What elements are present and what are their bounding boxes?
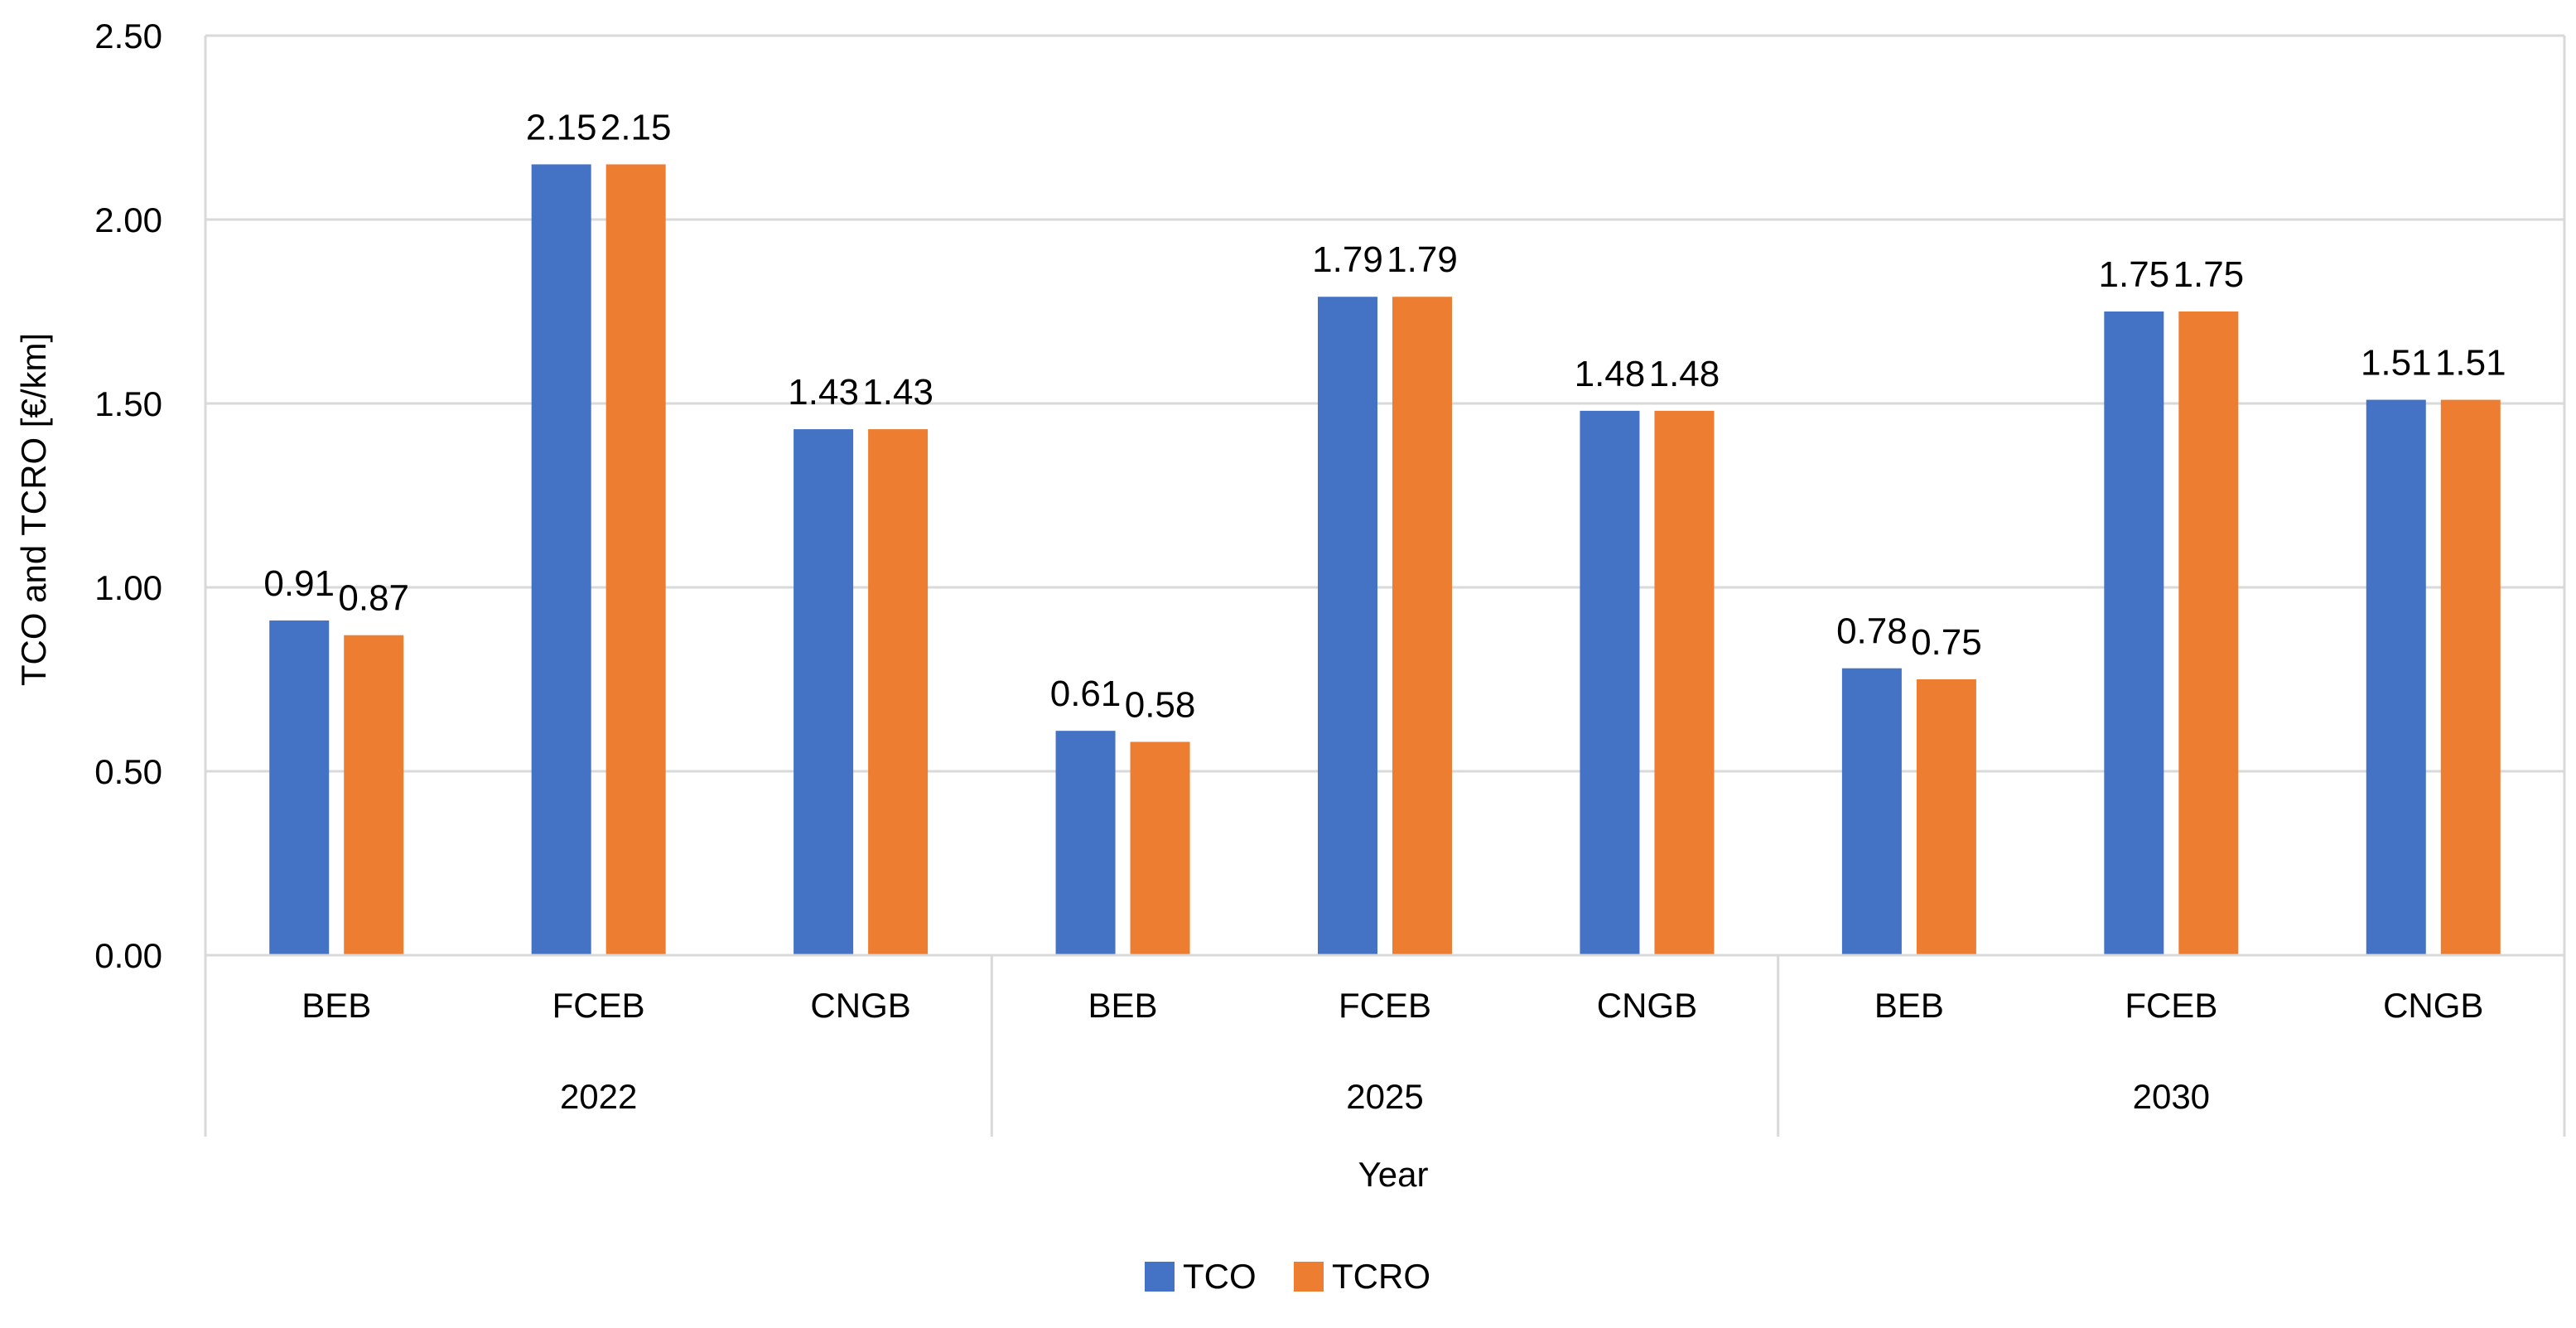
bar-tcro (1916, 679, 1976, 955)
bar-tco (2366, 399, 2426, 955)
legend-swatch-tcro (1294, 1262, 1324, 1292)
data-label: 0.61 (1050, 674, 1122, 714)
data-label: 2.15 (601, 107, 672, 147)
data-label: 1.48 (1575, 354, 1646, 394)
data-label: 1.79 (1312, 239, 1383, 280)
bar-tco (269, 620, 330, 955)
bar-tcro (868, 429, 929, 955)
category-label: CNGB (1597, 986, 1697, 1025)
data-label: 1.43 (862, 372, 933, 413)
data-label: 1.51 (2435, 343, 2506, 384)
bar-tcro (344, 635, 404, 955)
x-axis: BEB FCEB CNGB BEB FCEB CNGB BEB FCEB CNGB 2022 202… (204, 36, 2566, 1137)
bar-tcro (1130, 741, 1190, 955)
legend-label-tcro: TCRO (1332, 1257, 1430, 1296)
bar-tco (531, 164, 591, 955)
bar-tcro (605, 164, 666, 955)
y-tick-label: 2.00 (94, 200, 162, 239)
y-axis-title: TCO and TCRO [€/km] (14, 333, 53, 686)
data-label: 0.58 (1125, 684, 1196, 725)
gridlines (205, 34, 2564, 773)
data-label: 1.48 (1649, 354, 1720, 394)
data-label: 0.91 (263, 563, 335, 604)
y-tick-label: 1.50 (94, 384, 162, 423)
category-label: BEB (1874, 986, 1944, 1025)
data-label: 0.78 (1836, 611, 1908, 652)
data-label: 1.79 (1387, 239, 1458, 280)
y-tick-label: 0.50 (94, 752, 162, 791)
bar-tco (1580, 410, 1640, 955)
y-tick-label: 2.50 (94, 17, 162, 56)
bars (269, 164, 2501, 955)
bar-tco (1055, 731, 1116, 955)
category-label: CNGB (2383, 986, 2483, 1025)
category-label: FCEB (2125, 986, 2217, 1025)
data-labels: 0.91 2.15 1.43 0.61 1.79 1.48 0.78 1.75 1.51 0.87… (263, 107, 2506, 725)
bar-tcro (1654, 410, 1715, 955)
category-label: BEB (1088, 986, 1158, 1025)
data-label: 0.87 (338, 578, 409, 619)
bar-tco (1318, 297, 1377, 955)
legend: TCO TCRO (1145, 1257, 1430, 1296)
data-label: 0.75 (1911, 622, 1982, 663)
data-label: 2.15 (526, 107, 597, 147)
group-label: 2022 (560, 1077, 637, 1116)
bar-tcro (2178, 311, 2239, 955)
data-label: 1.43 (788, 372, 859, 413)
y-axis: 0.00 0.50 1.00 1.50 2.00 2.50 (94, 17, 162, 975)
legend-label-tco: TCO (1183, 1257, 1257, 1296)
bar-tcro (2440, 399, 2501, 955)
y-tick-label: 1.00 (94, 568, 162, 607)
category-label: BEB (301, 986, 371, 1025)
bar-tcro (1392, 297, 1452, 955)
data-label: 1.51 (2361, 343, 2432, 384)
x-axis-title: Year (1358, 1155, 1429, 1194)
bar-tco (794, 429, 854, 955)
legend-swatch-tco (1145, 1262, 1175, 1292)
y-tick-label: 0.00 (94, 936, 162, 975)
category-label: FCEB (552, 986, 645, 1025)
data-label: 1.75 (2173, 254, 2245, 295)
group-label: 2025 (1346, 1077, 1423, 1116)
category-label: FCEB (1339, 986, 1431, 1025)
group-label: 2030 (2133, 1077, 2210, 1116)
data-label: 1.75 (2099, 254, 2170, 295)
bar-tco (2104, 311, 2164, 955)
bar-tco (1841, 668, 1902, 955)
category-label: CNGB (810, 986, 910, 1025)
